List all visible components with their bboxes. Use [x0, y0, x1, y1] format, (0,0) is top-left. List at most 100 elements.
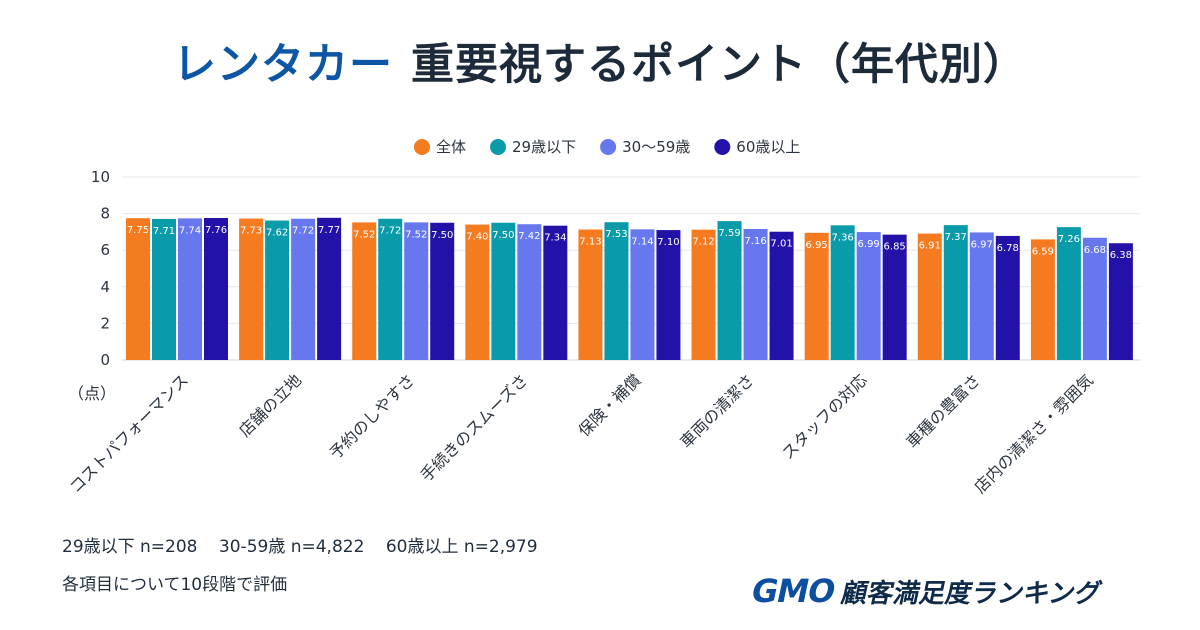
- bar-value-label: 7.37: [945, 232, 967, 243]
- bar: [352, 222, 377, 360]
- bar: [317, 217, 342, 360]
- category-label: 予約のしやすさ: [326, 370, 419, 463]
- y-tick-label: 8: [100, 205, 110, 223]
- y-tick-label: 10: [91, 168, 110, 186]
- bar-value-label: 7.72: [379, 226, 401, 237]
- category-label: 保険・補償: [574, 370, 644, 440]
- bar-value-label: 7.26: [1058, 234, 1080, 245]
- bar-value-label: 7.34: [544, 233, 566, 244]
- bar: [126, 218, 150, 360]
- bar: [830, 225, 855, 360]
- bar: [917, 233, 942, 360]
- chart-title: レンタカー 重要視するポイント（年代別）: [0, 30, 1200, 92]
- bar-value-label: 7.14: [631, 236, 653, 247]
- bar-value-label: 7.53: [605, 229, 627, 240]
- bar: [717, 221, 742, 360]
- bar: [995, 235, 1020, 360]
- bar: [656, 230, 681, 360]
- category-label: 車種の豊富さ: [903, 370, 984, 451]
- bar: [1056, 227, 1081, 360]
- bar: [856, 232, 881, 360]
- sample-size-60: 60歳以上 n=2,979: [385, 537, 538, 557]
- bar-value-label: 7.59: [718, 228, 740, 239]
- bar: [804, 232, 829, 360]
- bar: [769, 231, 794, 360]
- bar-value-label: 6.91: [919, 241, 941, 252]
- bar: [543, 225, 568, 360]
- bar-value-label: 6.78: [997, 243, 1019, 254]
- bar: [465, 224, 490, 360]
- bar: [404, 222, 429, 360]
- bar-value-label: 7.42: [518, 231, 540, 242]
- bar-value-label: 6.38: [1110, 250, 1132, 261]
- sample-size-29: 29歳以下 n=208: [62, 537, 198, 557]
- bar: [517, 224, 542, 360]
- legend-swatch: [714, 139, 731, 155]
- bar: [152, 218, 176, 360]
- bar: [491, 222, 516, 360]
- y-unit-label: （点）: [68, 384, 116, 403]
- bar: [604, 222, 629, 360]
- bar: [969, 232, 994, 360]
- bar: [239, 218, 264, 360]
- bar-value-label: 6.95: [806, 240, 828, 251]
- bar: [178, 218, 202, 360]
- bar-value-label: 7.16: [744, 236, 766, 247]
- bar: [943, 225, 968, 360]
- legend-label: 29歳以下: [512, 138, 576, 156]
- legend-label: 30〜59歳: [622, 138, 690, 156]
- bar: [1108, 243, 1133, 360]
- legend-swatch: [490, 139, 507, 155]
- bar-value-label: 7.73: [240, 226, 262, 237]
- title-accent: レンタカー: [173, 40, 393, 90]
- bar: [265, 220, 290, 360]
- bar-value-label: 7.72: [292, 226, 314, 237]
- bar: [378, 218, 403, 360]
- bar-value-label: 7.52: [353, 229, 375, 240]
- legend-swatch: [600, 139, 617, 155]
- legend-swatch: [414, 139, 430, 155]
- bar: [1082, 237, 1107, 360]
- sample-sizes: 29歳以下 n=208 30-59歳 n=4,822 60歳以上 n=2,979: [62, 532, 554, 557]
- bar: [743, 228, 768, 360]
- bar-value-label: 6.68: [1084, 245, 1106, 256]
- bar: [430, 222, 455, 360]
- category-label: 車両の清潔さ: [676, 370, 757, 451]
- bar-value-label: 7.76: [205, 225, 227, 236]
- title-main: 重要視するポイント（年代別）: [411, 40, 1027, 90]
- bar-value-label: 7.71: [153, 226, 175, 237]
- logo-gmo: GMO: [747, 572, 839, 610]
- y-tick-label: 4: [100, 278, 110, 296]
- bar: [1030, 239, 1055, 360]
- logo-text: 顧客満足度ランキング: [838, 578, 1105, 609]
- legend-label: 60歳以上: [736, 138, 800, 156]
- bar: [291, 218, 316, 360]
- bar: [882, 234, 907, 360]
- bar-value-label: 6.99: [858, 239, 880, 250]
- bar-value-label: 7.62: [266, 228, 288, 239]
- bar: [204, 217, 228, 360]
- sample-size-30-59: 30-59歳 n=4,822: [218, 537, 365, 557]
- rating-note: 各項目について10段階で評価: [62, 575, 288, 595]
- bar: [578, 229, 603, 360]
- gmo-logo: GMO 顧客満足度ランキング: [748, 571, 1106, 611]
- y-tick-label: 6: [100, 241, 110, 259]
- bar-value-label: 7.77: [318, 225, 340, 236]
- bar-value-label: 7.10: [657, 237, 679, 248]
- bar-value-label: 6.97: [971, 239, 993, 250]
- bar-value-label: 7.50: [431, 230, 453, 241]
- category-label: 店内の清潔さ・雰囲気: [970, 370, 1097, 497]
- bar-value-label: 7.75: [127, 225, 149, 236]
- bar-value-label: 7.50: [492, 230, 514, 241]
- category-label: 店舗の立地: [235, 370, 305, 440]
- y-tick-label: 2: [100, 314, 110, 332]
- bar-value-label: 6.59: [1032, 246, 1054, 257]
- legend-label: 全体: [436, 138, 466, 156]
- category-label: スタッフの対応: [778, 370, 871, 463]
- y-tick-label: 0: [100, 351, 110, 369]
- bar-value-label: 7.13: [579, 237, 601, 248]
- bar: [691, 229, 716, 360]
- bar-value-label: 6.85: [884, 242, 906, 253]
- bar-value-label: 7.74: [179, 225, 201, 236]
